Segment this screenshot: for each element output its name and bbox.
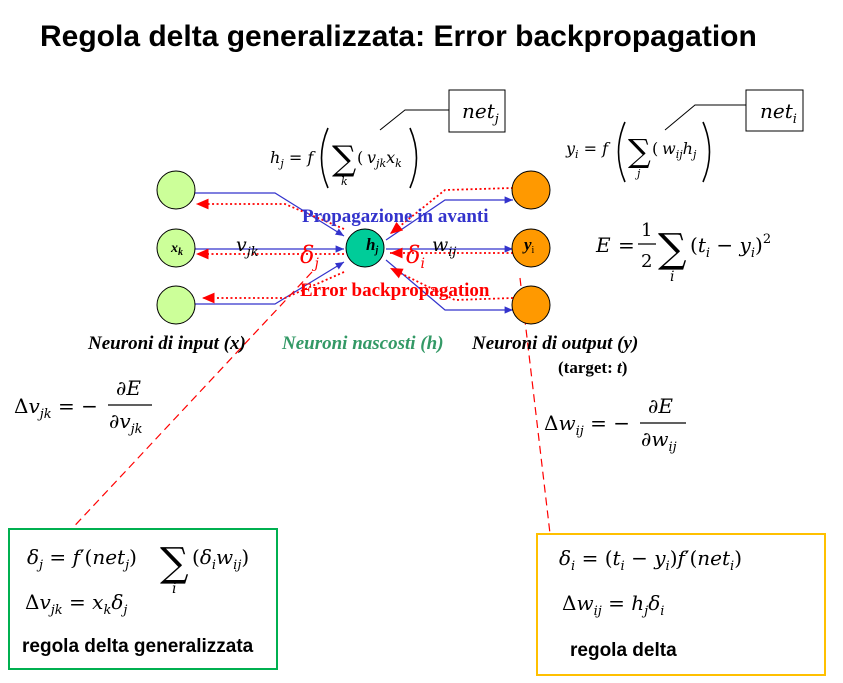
- svg-text:=: =: [618, 233, 635, 257]
- svg-text:netj: netj: [462, 99, 499, 127]
- delta-w-update-formula: Δwij = hjδi: [562, 591, 664, 619]
- output-node-1: [511, 170, 551, 210]
- svg-text:(δiwij): (δiwij): [192, 545, 249, 573]
- svg-text:i: i: [172, 581, 176, 597]
- forward-connections: [193, 192, 513, 314]
- svg-text:yi: yi: [522, 235, 535, 256]
- svg-text:δj: δj: [300, 241, 319, 272]
- svg-text:∂vjk: ∂vjk: [109, 409, 143, 437]
- hidden-node-label: h: [366, 235, 375, 254]
- delta-rule-box: δi = (ti − yi)f′(neti) Δwij = hjδi regol…: [536, 533, 826, 676]
- delta-w-gradient-formula: Δwij = − ∂E ∂wij: [544, 394, 686, 455]
- svg-text:∂E: ∂E: [648, 394, 673, 418]
- svg-text:(target: t): (target: t): [558, 358, 627, 377]
- input-node-label: x: [170, 241, 178, 256]
- svg-text:∂wij: ∂wij: [641, 427, 677, 455]
- hidden-activation-formula: hj = f ∑ k ( vjkxk: [270, 127, 418, 189]
- delta-v-gradient-formula: Δvjk = − ∂E ∂vjk: [14, 376, 152, 437]
- hidden-node-subscript: j: [373, 245, 378, 256]
- svg-text:∂E: ∂E: [116, 376, 141, 400]
- weight-w-subscript: ij: [448, 245, 456, 260]
- generalized-delta-rule-box: δj = f′(netj) ∑ i (δiwij) Δvjk = xkδj re…: [8, 528, 278, 670]
- svg-text:wijhj: wijhj: [662, 139, 697, 161]
- delta-j-symbol: δ: [300, 241, 314, 269]
- net-i-callout: neti: [664, 89, 804, 132]
- hidden-layer-label: Neuroni nascosti (h): [281, 333, 444, 354]
- net-j-callout: netj: [379, 89, 506, 133]
- svg-text:yi = f: yi = f: [565, 139, 611, 161]
- svg-text:∑: ∑: [332, 139, 356, 179]
- net-i-subscript: i: [793, 112, 797, 127]
- svg-text:xk: xk: [170, 241, 183, 258]
- svg-text:hj: hj: [366, 235, 378, 256]
- backward-connections: [196, 187, 514, 304]
- hidden-node: [345, 228, 385, 268]
- weight-v-subscript: jk: [244, 245, 259, 260]
- delta-i-subscript: i: [420, 256, 424, 272]
- delta-v-update-formula: Δvjk = xkδj: [25, 590, 127, 618]
- svg-text:vjkxk: vjkxk: [367, 148, 402, 170]
- target-variable: t: [617, 358, 623, 377]
- input-node-2: [156, 228, 196, 268]
- output-node-2: [511, 228, 551, 268]
- output-node-subscript: i: [532, 245, 535, 256]
- error-function-formula: E = 1 2 ∑ i (ti − yi)2: [595, 220, 771, 285]
- error-backpropagation-label: Error backpropagation: [300, 280, 490, 301]
- target-suffix: ): [622, 358, 628, 377]
- svg-text:k: k: [341, 175, 348, 188]
- svg-text:hj = f: hj = f: [270, 148, 316, 170]
- svg-text:(: (: [652, 139, 658, 158]
- svg-text:j: j: [634, 167, 641, 180]
- output-layer: yi: [511, 170, 551, 325]
- svg-text:δj = f′(netj): δj = f′(netj): [27, 545, 137, 573]
- net-i-label: net: [760, 99, 794, 123]
- svg-text:∑: ∑: [658, 226, 687, 272]
- svg-text:(ti − yi)2: (ti − yi)2: [690, 232, 771, 261]
- svg-text:2: 2: [641, 251, 652, 272]
- delta-rule-caption: regola delta: [570, 640, 677, 661]
- hidden-layer: hj: [345, 228, 385, 268]
- delta-j-subscript: j: [311, 256, 319, 272]
- weight-v-label: v: [236, 234, 247, 256]
- svg-text:vjk: vjk: [236, 234, 259, 260]
- svg-text:E: E: [595, 233, 611, 257]
- svg-text:∑: ∑: [160, 540, 189, 586]
- target-prefix: (target:: [558, 358, 617, 377]
- output-layer-label: Neuroni di output (y): [471, 333, 638, 354]
- delta-i-formula: δi = (ti − yi)f′(neti): [559, 546, 742, 574]
- input-layer: xk: [156, 170, 196, 325]
- svg-text:δi: δi: [406, 241, 425, 272]
- output-node-label: y: [522, 235, 532, 254]
- svg-text:Δwij = −: Δwij = −: [544, 411, 630, 439]
- svg-text:i: i: [670, 269, 674, 285]
- slide-title: Regola delta generalizzata: Error backpr…: [40, 20, 757, 53]
- input-node-subscript: k: [178, 247, 183, 258]
- delta-i-symbol: δ: [406, 241, 420, 269]
- svg-text:1: 1: [641, 220, 652, 241]
- derivation-links: [65, 271, 552, 543]
- generalized-delta-rule-caption: regola delta generalizzata: [22, 636, 254, 657]
- weight-w-label: w: [432, 234, 448, 256]
- svg-text:(: (: [357, 148, 363, 167]
- svg-text:neti: neti: [760, 99, 797, 127]
- net-j-label: net: [462, 99, 496, 123]
- svg-text:Δvjk = −: Δvjk = −: [14, 394, 98, 422]
- forward-propagation-label: Propagazione in avanti: [302, 206, 489, 227]
- output-node-3: [511, 285, 551, 325]
- input-node-1: [156, 170, 196, 210]
- net-j-subscript: j: [492, 112, 499, 127]
- input-layer-label: Neuroni di input (x): [87, 333, 246, 354]
- input-node-3: [156, 285, 196, 325]
- svg-text:∑: ∑: [628, 132, 651, 170]
- output-activation-formula: yi = f ∑ j ( wijhj: [565, 121, 711, 183]
- svg-text:wij: wij: [432, 234, 456, 260]
